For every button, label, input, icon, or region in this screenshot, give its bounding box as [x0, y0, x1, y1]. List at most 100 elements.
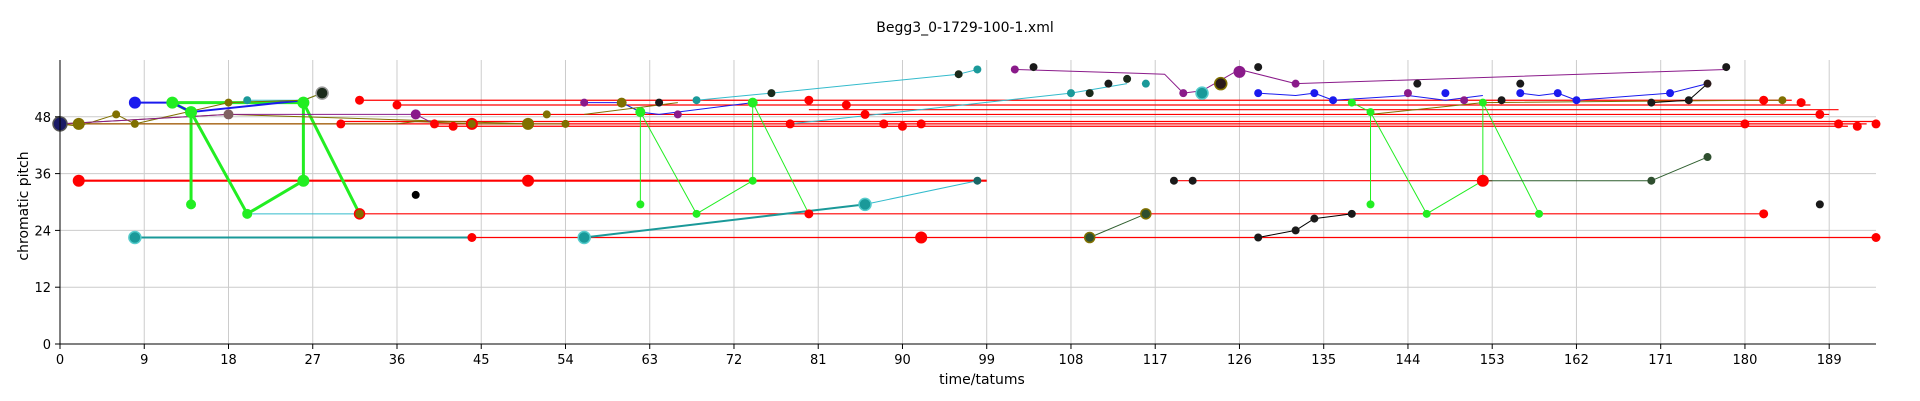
note-marker	[1441, 89, 1450, 98]
note-marker	[1254, 89, 1263, 98]
voice-line-cyan_line	[696, 68, 978, 101]
voice-line-cyan_line	[790, 83, 1128, 125]
red-note-point	[915, 231, 928, 244]
x-tick-label: 180	[1733, 353, 1758, 368]
note-marker	[1233, 65, 1246, 78]
note-marker	[1703, 153, 1712, 162]
x-tick-label: 90	[894, 353, 911, 368]
red-note-point	[1759, 95, 1769, 105]
x-tick-label: 18	[220, 353, 237, 368]
note-marker	[767, 89, 776, 98]
red-note-point	[1476, 174, 1489, 187]
note-marker	[128, 230, 142, 245]
red-note-point	[522, 174, 535, 187]
red-note-point	[879, 119, 889, 129]
red-note-point	[72, 174, 85, 187]
red-note-point	[1871, 233, 1881, 242]
x-tick-label: 81	[810, 353, 827, 368]
x-tick-label: 126	[1227, 353, 1252, 368]
note-marker	[636, 200, 645, 209]
voice-line-cyan_line	[247, 92, 323, 101]
note-marker	[224, 98, 233, 107]
note-marker	[655, 98, 664, 107]
note-marker	[1647, 176, 1656, 185]
note-marker	[1254, 233, 1263, 242]
x-tick-label: 45	[473, 353, 490, 368]
note-marker	[973, 176, 982, 185]
voice-line-cyan_line	[864, 180, 978, 205]
note-marker	[1188, 176, 1197, 185]
red-note-point	[429, 119, 439, 129]
note-marker	[1254, 63, 1263, 72]
voice-line-olive	[59, 113, 529, 125]
red-note-point	[448, 121, 458, 131]
red-note-point	[336, 119, 346, 129]
voice-line-green	[1351, 102, 1540, 215]
note-marker	[858, 197, 872, 212]
note-marker	[1083, 231, 1096, 244]
note-marker	[692, 209, 701, 218]
note-marker	[1478, 98, 1487, 107]
note-marker	[1085, 89, 1094, 98]
note-marker	[542, 110, 551, 119]
note-marker	[1516, 79, 1525, 88]
note-marker	[297, 96, 310, 109]
x-tick-label: 108	[1059, 353, 1084, 368]
note-marker	[411, 190, 420, 199]
note-marker	[1815, 200, 1824, 209]
note-marker	[616, 97, 627, 108]
red-note-point	[916, 119, 926, 129]
note-marker	[580, 98, 589, 107]
y-ticks: 0 12 24 36 48	[34, 111, 60, 353]
note-marker	[1572, 96, 1581, 105]
x-tick-label: 144	[1396, 353, 1421, 368]
y-tick-label: 36	[34, 168, 51, 183]
x-tick-label: 99	[978, 353, 995, 368]
note-marker	[1310, 89, 1319, 98]
note-marker	[1366, 108, 1375, 117]
x-tick-label: 135	[1311, 353, 1336, 368]
note-marker	[1647, 98, 1656, 107]
x-tick-label: 117	[1143, 353, 1168, 368]
red-note-lines	[60, 99, 1876, 239]
note-marker	[577, 230, 591, 245]
voice-line-blue	[1520, 83, 1708, 101]
note-marker	[1703, 79, 1712, 88]
red-note-point	[392, 100, 402, 110]
voice-lines	[59, 68, 1783, 239]
voice-line-blue	[134, 99, 304, 114]
note-marker	[242, 208, 253, 219]
note-marker	[1213, 76, 1228, 91]
x-tick-label: 0	[56, 353, 64, 368]
x-tick-label: 72	[726, 353, 743, 368]
note-marker	[130, 119, 139, 128]
x-axis-label: time/tatums	[939, 372, 1025, 388]
x-tick-label: 153	[1480, 353, 1505, 368]
note-marker	[635, 107, 646, 118]
red-note-point	[1834, 119, 1844, 129]
y-tick-label: 0	[43, 338, 51, 353]
note-marker	[1169, 176, 1178, 185]
red-note-point	[1871, 119, 1881, 129]
voice-line-olive	[1370, 99, 1783, 115]
note-marker	[112, 110, 121, 119]
voice-line-black	[1258, 213, 1352, 238]
note-markers	[52, 63, 1824, 245]
note-marker	[1684, 96, 1693, 105]
y-axis-label: chromatic pitch	[16, 151, 32, 260]
note-marker	[410, 109, 421, 120]
x-tick-label: 189	[1817, 353, 1842, 368]
note-marker	[315, 86, 329, 100]
note-marker	[1140, 208, 1152, 220]
note-marker	[1403, 89, 1412, 98]
note-marker	[1666, 89, 1675, 98]
voice-line-purple	[59, 113, 435, 125]
note-marker	[1460, 96, 1469, 105]
note-marker	[692, 96, 701, 105]
note-marker	[1366, 200, 1375, 209]
axes	[59, 60, 1876, 345]
voice-line-darkgreen	[1089, 213, 1147, 238]
note-marker	[1010, 65, 1019, 74]
y-tick-label: 48	[34, 111, 51, 126]
